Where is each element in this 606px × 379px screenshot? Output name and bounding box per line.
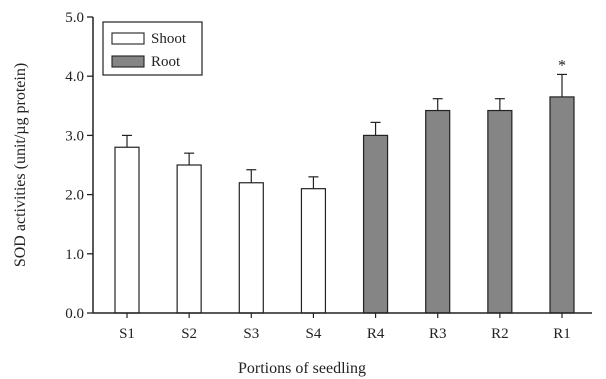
x-tick-label-r1: R1 xyxy=(553,326,571,342)
error-bars-group xyxy=(122,73,567,189)
y-tick-label-0: 0.0 xyxy=(65,306,84,322)
bars-group xyxy=(114,96,575,314)
y-tick-label-4: 4.0 xyxy=(65,69,84,85)
bar-s4 xyxy=(300,188,327,314)
bar-r1 xyxy=(549,96,575,314)
significance-marker-0: * xyxy=(558,57,566,74)
legend-label-root: Root xyxy=(151,54,181,70)
y-axis-tick-labels: 0.0 1.0 2.0 3.0 4.0 5.0 xyxy=(65,10,84,322)
y-tick-label-3: 3.0 xyxy=(65,128,84,144)
x-tick-label-r4: R4 xyxy=(367,326,385,342)
bar-r2 xyxy=(487,109,513,314)
legend-label-shoot: Shoot xyxy=(151,31,187,47)
legend-swatch-root xyxy=(111,55,145,68)
legend: Shoot Root xyxy=(102,21,203,76)
annotations-group: * xyxy=(558,57,566,74)
bar-r4 xyxy=(362,134,389,314)
bar-s1 xyxy=(114,146,140,314)
x-tick-label-s4: S4 xyxy=(306,326,322,342)
x-tick-label-s3: S3 xyxy=(243,326,259,342)
bar-s2 xyxy=(176,164,202,314)
y-axis-ticks xyxy=(87,16,93,314)
legend-swatch-shoot xyxy=(111,32,145,45)
y-axis-title: SOD activities (unit/µg protein) xyxy=(12,63,29,267)
y-tick-label-1: 1.0 xyxy=(65,247,84,263)
bar-s3 xyxy=(238,182,264,314)
x-tick-label-r3: R3 xyxy=(429,326,447,342)
y-tick-label-2: 2.0 xyxy=(65,188,84,204)
x-axis-ticks xyxy=(126,313,563,318)
x-axis-title: Portions of seedling xyxy=(238,360,366,377)
bar-r3 xyxy=(425,109,451,314)
x-tick-label-s1: S1 xyxy=(119,326,135,342)
x-tick-label-s2: S2 xyxy=(181,326,197,342)
y-tick-label-5: 5.0 xyxy=(65,10,84,26)
x-tick-label-r2: R2 xyxy=(491,326,509,342)
x-axis-tick-labels: S1 S2 S3 S4 R4 R3 R2 R1 xyxy=(119,326,571,342)
